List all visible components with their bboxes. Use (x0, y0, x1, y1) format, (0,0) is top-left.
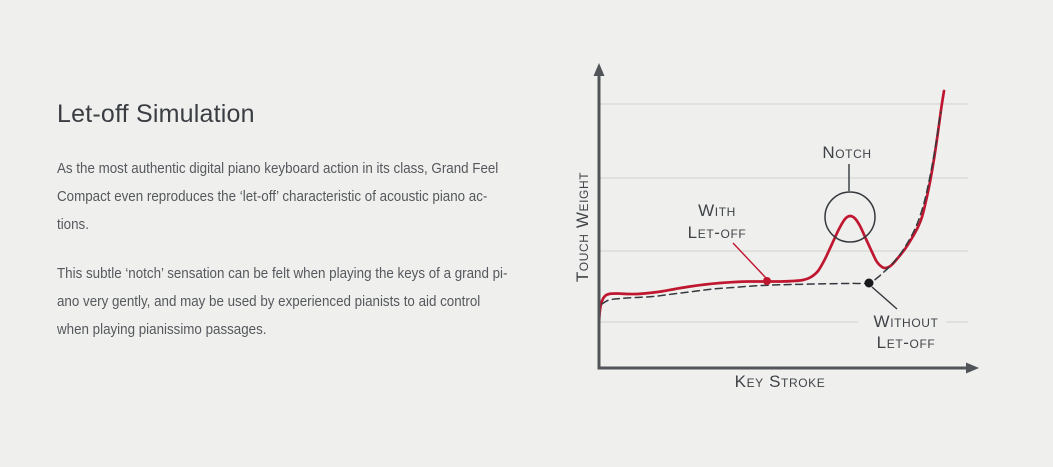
letoff-diagram: Touch Weight Key Stroke Notch With Let-off W… (575, 63, 979, 391)
text-line: tions. (57, 216, 89, 233)
without-letoff-marker-dot (864, 278, 874, 288)
without-letoff-label-mask (858, 313, 946, 332)
x-axis-label: Key Stroke (735, 372, 826, 391)
without-let-off-curve (601, 111, 942, 305)
curves (597, 89, 946, 325)
annotations: Notch With Let-off Without Let-off (688, 143, 946, 352)
with-let-off-curve (597, 89, 946, 325)
with-letoff-label: Let-off (688, 223, 747, 242)
without-letoff-connector-line (871, 286, 898, 310)
text-line: when playing pianissimo passages. (57, 321, 267, 338)
axes: Touch Weight Key Stroke (575, 63, 979, 391)
y-axis-label: Touch Weight (575, 172, 592, 282)
y-axis-arrow-icon (593, 63, 605, 76)
with-letoff-label: With (698, 201, 736, 220)
notch-circle (824, 191, 876, 243)
without-letoff-label: Without (874, 312, 939, 331)
text-line: As the most authentic digital piano keyb… (57, 160, 499, 177)
with-letoff-connector-line (732, 242, 767, 279)
text-line: Compact even reproduces the ‘let-off’ ch… (57, 188, 488, 205)
page-title: Let-off Simulation (57, 100, 255, 128)
intro-paragraph-2: This subtle ‘notch’ sensation can be fel… (57, 260, 550, 344)
text-line: This subtle ‘notch’ sensation can be fel… (57, 265, 508, 282)
x-axis-arrow-icon (966, 362, 979, 374)
notch-label: Notch (822, 143, 871, 162)
gridlines (599, 103, 968, 323)
text-line: ano very gently, and may be used by expe… (57, 293, 481, 310)
with-letoff-marker-dot (763, 277, 771, 285)
letoff-text-section: Let-off Simulation As the most authentic… (57, 100, 617, 365)
without-letoff-label: Let-off (877, 333, 936, 352)
intro-paragraph-1: As the most authentic digital piano keyb… (57, 155, 550, 239)
